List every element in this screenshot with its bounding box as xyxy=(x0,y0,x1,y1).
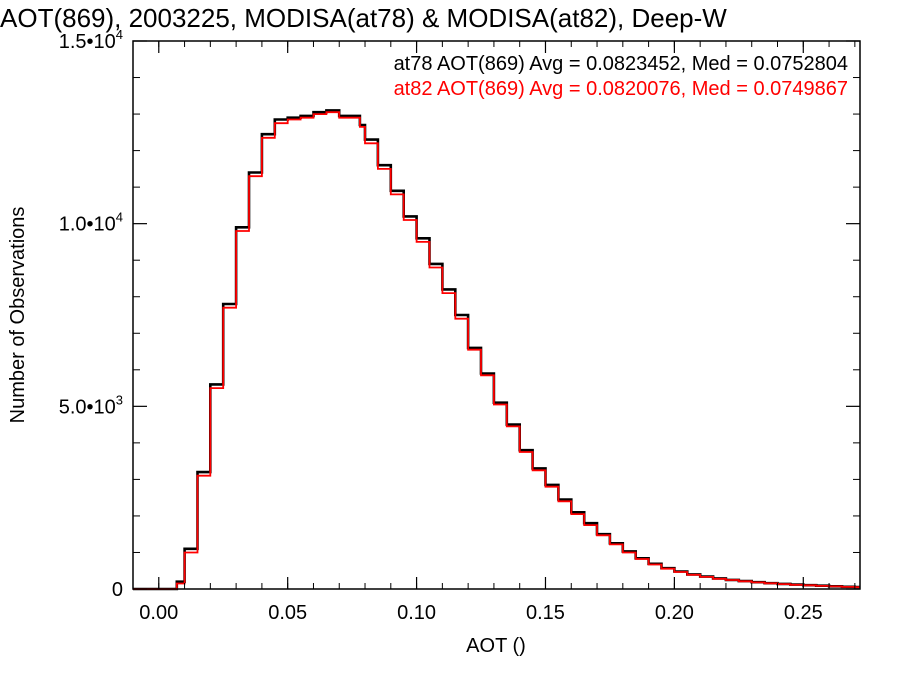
chart-title: AOT(869), 2003225, MODISA(at78) & MODISA… xyxy=(0,3,727,33)
x-tick-label: 0.20 xyxy=(655,602,694,624)
legend-at82-stats: at82 AOT(869) Avg = 0.0820076, Med = 0.0… xyxy=(394,78,848,100)
series-line-at82 xyxy=(133,111,860,590)
plot-frame xyxy=(132,40,861,590)
y-tick-label: 0 xyxy=(112,579,123,601)
x-tick-label: 0.00 xyxy=(139,602,178,624)
series-line-at78 xyxy=(133,109,860,591)
x-tick-label: 0.05 xyxy=(268,602,307,624)
y-tick-label: 1.5•104 xyxy=(59,27,123,53)
y-tick-label: 1.0•104 xyxy=(59,210,123,236)
y-axis-label: Number of Observations xyxy=(7,207,29,424)
x-tick-label: 0.15 xyxy=(526,602,565,624)
x-tick-label: 0.25 xyxy=(784,602,823,624)
ticks-layer: 0.00 0.05 0.10 0.15 0.20 0.25 0 5.0•103 1.0•104 1… xyxy=(59,27,860,624)
legend-at78-stats: at78 AOT(869) Avg = 0.0823452, Med = 0.0… xyxy=(394,53,848,75)
series-layer xyxy=(133,109,860,591)
x-tick-label: 0.10 xyxy=(397,602,436,624)
y-tick-label: 5.0•103 xyxy=(59,392,123,418)
x-axis-label: AOT () xyxy=(466,635,526,657)
